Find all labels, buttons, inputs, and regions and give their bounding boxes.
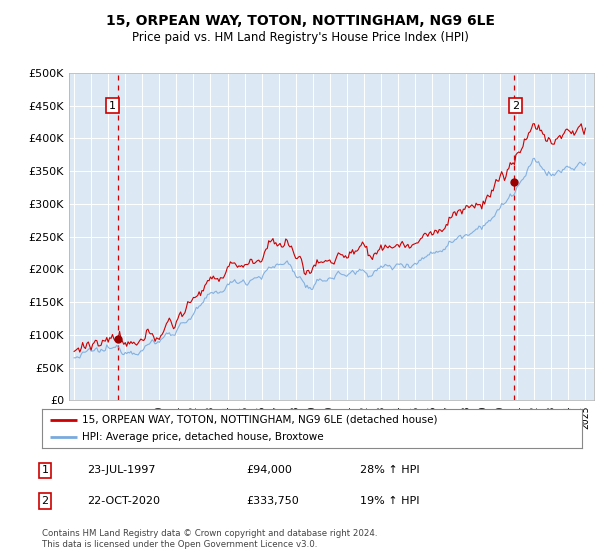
Text: 2: 2 bbox=[41, 496, 49, 506]
Text: 23-JUL-1997: 23-JUL-1997 bbox=[87, 465, 155, 475]
Text: 19% ↑ HPI: 19% ↑ HPI bbox=[360, 496, 419, 506]
Text: 15, ORPEAN WAY, TOTON, NOTTINGHAM, NG9 6LE (detached house): 15, ORPEAN WAY, TOTON, NOTTINGHAM, NG9 6… bbox=[83, 415, 438, 425]
Text: 1: 1 bbox=[41, 465, 49, 475]
Text: £333,750: £333,750 bbox=[246, 496, 299, 506]
Text: 22-OCT-2020: 22-OCT-2020 bbox=[87, 496, 160, 506]
Text: 28% ↑ HPI: 28% ↑ HPI bbox=[360, 465, 419, 475]
Text: 1: 1 bbox=[109, 101, 116, 110]
Text: HPI: Average price, detached house, Broxtowe: HPI: Average price, detached house, Brox… bbox=[83, 432, 324, 442]
Text: 2: 2 bbox=[512, 101, 519, 110]
Text: Price paid vs. HM Land Registry's House Price Index (HPI): Price paid vs. HM Land Registry's House … bbox=[131, 31, 469, 44]
Text: 15, ORPEAN WAY, TOTON, NOTTINGHAM, NG9 6LE: 15, ORPEAN WAY, TOTON, NOTTINGHAM, NG9 6… bbox=[106, 14, 494, 28]
Text: £94,000: £94,000 bbox=[246, 465, 292, 475]
Text: Contains HM Land Registry data © Crown copyright and database right 2024.
This d: Contains HM Land Registry data © Crown c… bbox=[42, 529, 377, 549]
